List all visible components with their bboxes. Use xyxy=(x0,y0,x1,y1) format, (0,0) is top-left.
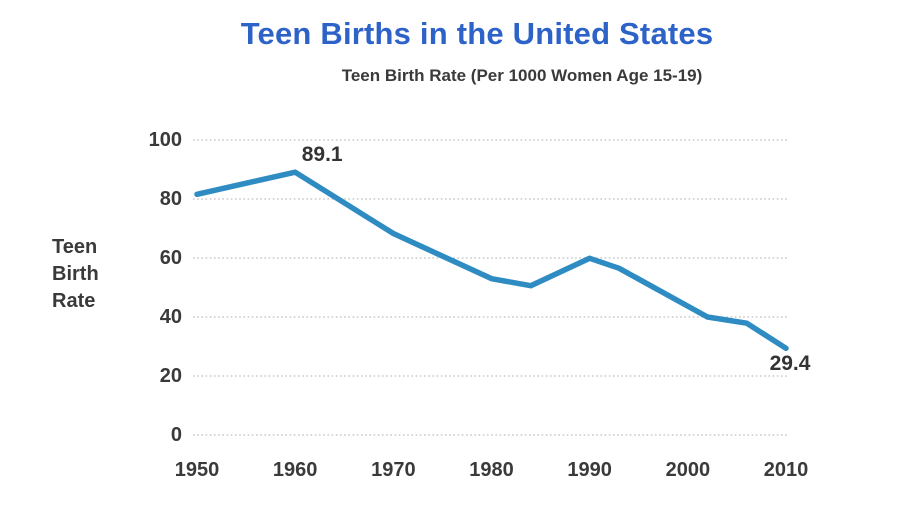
x-tick-label: 1970 xyxy=(371,459,416,481)
data-label: 89.1 xyxy=(301,143,343,167)
y-tick-label: 40 xyxy=(159,306,182,328)
x-tick-label: 1960 xyxy=(272,459,318,481)
data-label: 29.4 xyxy=(769,352,811,376)
x-tick-label: 1990 xyxy=(567,459,612,481)
y-axis-title: Teen Birth Rate xyxy=(52,236,99,312)
x-tick-label: 2000 xyxy=(665,459,711,481)
chart-title: Teen Births in the United States xyxy=(240,16,714,51)
x-tick-label: 1950 xyxy=(174,459,220,481)
y-tick-label: 0 xyxy=(170,424,182,446)
x-tick-label: 1980 xyxy=(469,459,514,481)
y-tick-label: 20 xyxy=(159,365,182,387)
y-tick-label: 80 xyxy=(159,188,182,210)
y-tick-label: 60 xyxy=(159,247,182,269)
trend-line xyxy=(194,169,789,352)
chart-subtitle: Teen Birth Rate (Per 1000 Women Age 15-1… xyxy=(341,66,703,85)
y-tick-label: 100 xyxy=(148,129,182,151)
x-tick-label: 2010 xyxy=(763,459,809,481)
